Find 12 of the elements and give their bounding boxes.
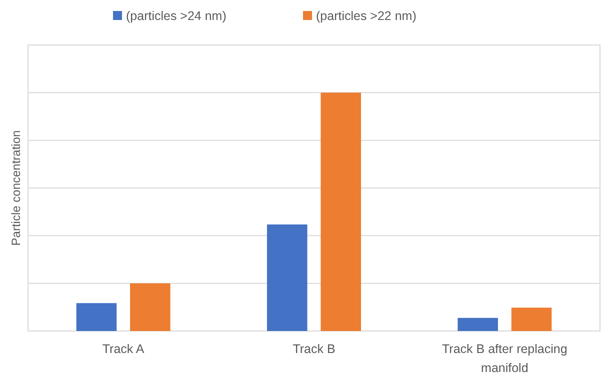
legend-label: (particles >22 nm): [316, 9, 416, 23]
x-tick-label: Track B after replacing manifold: [442, 342, 568, 375]
legend-label: (particles >24 nm): [126, 9, 226, 23]
bar: [130, 283, 170, 331]
bar: [267, 224, 308, 331]
bar: [320, 92, 361, 331]
x-tick-label: Track B: [292, 342, 336, 356]
x-tick-label: Track A: [102, 342, 145, 356]
bar: [76, 303, 117, 331]
bar: [458, 318, 498, 331]
y-axis-title: Particle concentration: [9, 130, 23, 246]
bar: [511, 308, 552, 331]
